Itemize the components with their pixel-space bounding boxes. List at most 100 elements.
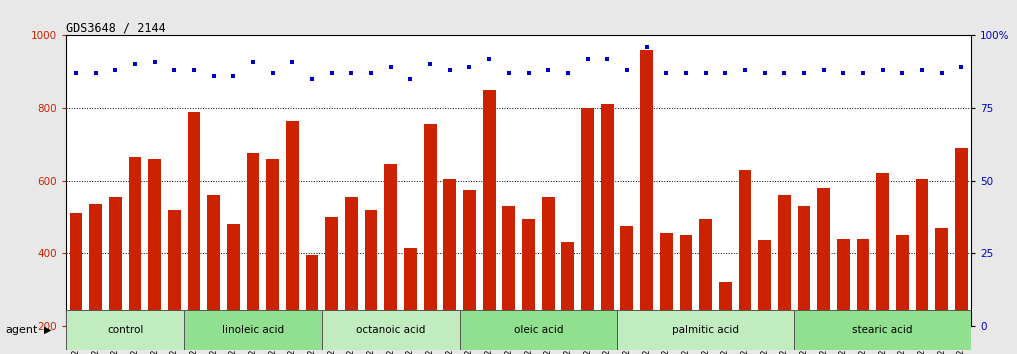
Point <box>698 70 714 76</box>
Bar <box>955 148 968 354</box>
Point <box>559 70 576 76</box>
Point <box>127 62 143 67</box>
Bar <box>679 235 693 354</box>
Point <box>580 56 596 62</box>
Bar <box>325 217 338 354</box>
Point <box>304 76 320 82</box>
Point <box>894 70 910 76</box>
Bar <box>247 153 259 354</box>
Point <box>382 64 399 70</box>
Point <box>500 70 517 76</box>
Point <box>363 70 379 76</box>
Text: control: control <box>107 325 143 335</box>
Point <box>776 70 792 76</box>
Bar <box>187 112 200 354</box>
Point <box>757 70 773 76</box>
Point <box>422 62 438 67</box>
Bar <box>443 179 457 354</box>
Point <box>166 67 182 73</box>
Bar <box>227 224 240 354</box>
Bar <box>89 204 102 354</box>
Bar <box>424 124 436 354</box>
Point <box>205 73 222 79</box>
Bar <box>266 159 279 354</box>
Text: stearic acid: stearic acid <box>852 325 913 335</box>
Bar <box>581 108 594 354</box>
Point <box>441 67 458 73</box>
Point <box>816 67 832 73</box>
Bar <box>542 197 554 354</box>
Bar <box>168 210 181 354</box>
Point <box>358 287 374 293</box>
Point <box>717 70 733 76</box>
Bar <box>896 235 909 354</box>
Point <box>875 67 891 73</box>
Bar <box>794 310 971 350</box>
Point <box>186 67 202 73</box>
Point <box>658 70 674 76</box>
Bar <box>207 195 220 354</box>
Bar <box>936 228 948 354</box>
Point <box>87 70 104 76</box>
Bar <box>69 213 82 354</box>
Bar <box>837 239 850 354</box>
Bar <box>620 226 634 354</box>
Bar <box>404 248 417 354</box>
Bar <box>483 90 495 354</box>
Point <box>639 44 655 50</box>
Bar <box>915 179 929 354</box>
Point <box>107 67 123 73</box>
Point <box>736 67 753 73</box>
Text: palmitic acid: palmitic acid <box>672 325 739 335</box>
Bar <box>345 197 358 354</box>
Point <box>914 67 931 73</box>
Bar <box>460 310 617 350</box>
Point <box>953 64 969 70</box>
Text: oleic acid: oleic acid <box>514 325 563 335</box>
Bar <box>818 188 830 354</box>
Point <box>285 59 301 64</box>
Point <box>323 70 340 76</box>
Text: octanoic acid: octanoic acid <box>356 325 425 335</box>
Point <box>521 70 537 76</box>
Bar <box>522 219 535 354</box>
Bar <box>738 170 752 354</box>
Bar <box>877 173 889 354</box>
Bar <box>286 121 299 354</box>
Bar <box>759 240 771 354</box>
Point <box>677 70 694 76</box>
Bar <box>322 310 460 350</box>
Point <box>68 70 84 76</box>
Point <box>599 56 615 62</box>
Bar <box>660 233 672 354</box>
Point <box>855 70 872 76</box>
Bar <box>601 104 613 354</box>
Point <box>245 59 261 64</box>
Bar <box>778 195 790 354</box>
Point <box>225 73 241 79</box>
Bar <box>856 239 870 354</box>
Point <box>264 70 281 76</box>
Bar <box>617 310 794 350</box>
Bar <box>148 159 161 354</box>
Text: GDS3648 / 2144: GDS3648 / 2144 <box>66 21 166 34</box>
Point <box>403 76 419 82</box>
Bar <box>128 157 141 354</box>
Bar <box>463 190 476 354</box>
Point <box>835 70 851 76</box>
Point <box>481 56 497 62</box>
Point <box>344 70 360 76</box>
Text: agent: agent <box>5 325 38 335</box>
Bar <box>306 255 318 354</box>
Bar <box>700 219 712 354</box>
Bar <box>365 210 377 354</box>
Bar <box>384 164 398 354</box>
Bar <box>797 206 811 354</box>
Point <box>462 64 478 70</box>
Bar <box>561 242 575 354</box>
Bar <box>109 197 122 354</box>
Bar <box>66 310 184 350</box>
Point <box>796 70 813 76</box>
Point <box>618 67 635 73</box>
Bar <box>640 50 653 354</box>
